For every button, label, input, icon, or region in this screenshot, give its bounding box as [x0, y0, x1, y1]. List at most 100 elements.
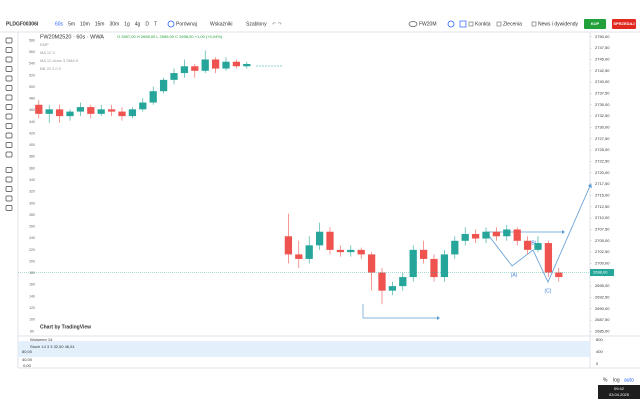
candle-body	[399, 277, 407, 287]
arrow-head	[437, 316, 440, 320]
price-tick-label: 2705,00	[595, 238, 610, 243]
legend-ohlc: O 2697,00 H 2698,00 L 2696,00 C 2698,00 …	[117, 34, 223, 39]
auto[interactable]: auto	[624, 377, 634, 383]
interval[interactable]: 1g	[124, 21, 130, 27]
undo[interactable]: ↶ ↷	[272, 21, 283, 27]
candle-body	[191, 66, 199, 71]
tool-icon[interactable]	[5, 85, 13, 91]
left-tick-label: 500	[29, 85, 35, 89]
candle-body	[378, 272, 386, 291]
sell-button[interactable]	[612, 19, 636, 29]
cloud-icon	[408, 21, 418, 27]
candle-body	[97, 109, 105, 114]
fullscreen-icon[interactable]	[459, 20, 467, 28]
tool-icon[interactable]	[5, 167, 13, 173]
price-tick-label: 2692,50	[595, 295, 610, 300]
tool-icon[interactable]	[5, 75, 13, 82]
candle-body	[367, 254, 376, 273]
left-tick-label: 300	[29, 201, 35, 205]
tab[interactable]: Konkta	[475, 21, 491, 27]
interval[interactable]: D	[145, 21, 149, 27]
tabs: Konkta Zlecenia News i dywidendy	[468, 21, 579, 27]
tool-icon[interactable]	[5, 66, 13, 72]
price-tick-label: 2732,50	[595, 113, 610, 118]
candle-body	[128, 109, 137, 117]
candle-body	[388, 286, 397, 291]
candle-body	[492, 231, 501, 237]
candle-body	[503, 229, 511, 237]
tool-icon[interactable]	[5, 151, 13, 158]
tool-icon[interactable]	[5, 113, 13, 120]
candle-body	[336, 249, 345, 253]
interval[interactable]: 4g	[135, 21, 141, 27]
indicators[interactable]: Wskaźniki	[210, 21, 233, 27]
toolbar	[0, 15, 640, 32]
compare[interactable]: Porównaj	[176, 21, 197, 27]
left-tick-label: 260	[29, 225, 35, 229]
wave-line	[485, 185, 591, 283]
candle-body	[232, 61, 241, 67]
candle-body	[534, 243, 542, 250]
price-tick-label: 2717,50	[595, 181, 610, 186]
tool-icon[interactable]	[5, 123, 13, 129]
symbol[interactable]: PLDGF00306I	[6, 21, 39, 27]
candle-body	[118, 111, 126, 117]
interval[interactable]: 30m	[109, 21, 119, 27]
interval[interactable]: T	[154, 21, 157, 27]
candle-body	[451, 240, 459, 255]
candle-body	[315, 231, 324, 246]
settings-icon[interactable]	[447, 20, 455, 28]
left-tick-label: 80	[30, 329, 34, 333]
left-tick-label: 540	[29, 62, 35, 66]
price-tick-label: 2737,50	[595, 91, 610, 96]
interval[interactable]: 5m	[68, 21, 75, 27]
left-tick-label: 560	[29, 50, 35, 54]
candle-body	[180, 66, 189, 74]
tab[interactable]: News i dywidendy	[538, 21, 579, 27]
log[interactable]: log	[613, 377, 620, 383]
tool-icon[interactable]	[5, 176, 13, 183]
last-price: 2698,00	[593, 270, 608, 275]
candle-body	[35, 104, 43, 114]
tool-icon[interactable]	[5, 195, 13, 202]
left-tick-label: 480	[29, 97, 35, 101]
candle-body	[159, 79, 168, 92]
tool-icon[interactable]	[5, 37, 13, 44]
price-tick-label: 2685,00	[595, 329, 610, 334]
price-tick-label: 2710,00	[595, 215, 610, 220]
tool-icon[interactable]	[5, 205, 13, 211]
buy[interactable]: KUP	[591, 21, 600, 26]
left-tick-label: 440	[29, 120, 35, 124]
candle-body	[139, 102, 147, 110]
candle-body	[66, 111, 74, 117]
left-tick-label: 380	[29, 155, 35, 159]
tool-icon[interactable]	[5, 104, 13, 110]
price-tick-label: 2750,00	[595, 34, 610, 39]
tool-icon[interactable]	[5, 132, 13, 139]
sell[interactable]: SPRZEDAJ	[613, 21, 634, 26]
wave-label: (C)	[545, 288, 552, 294]
buy-button[interactable]	[584, 19, 606, 29]
tool-icon[interactable]	[5, 47, 13, 53]
candle-body	[76, 107, 85, 112]
interval[interactable]: 60s	[55, 21, 64, 27]
candle-body	[284, 236, 293, 255]
tool-icon[interactable]	[5, 186, 13, 192]
instrument[interactable]: FW20M	[419, 21, 437, 27]
candle-body	[211, 59, 220, 69]
left-tick-label: 220	[29, 248, 35, 252]
tool-icon[interactable]	[5, 94, 13, 101]
interval[interactable]: 15m	[95, 21, 105, 27]
tool-icon[interactable]	[5, 56, 13, 63]
tool-icon[interactable]	[5, 142, 13, 148]
interval[interactable]: 10m	[80, 21, 90, 27]
price-tick-label: 2745,00	[595, 57, 610, 62]
stoch-band	[18, 341, 590, 357]
percent[interactable]: %	[603, 377, 608, 383]
tab[interactable]: Zlecenia	[503, 21, 522, 27]
left-tick-label: 240	[29, 236, 35, 240]
price-tick-label: 2727,50	[595, 136, 610, 141]
templates[interactable]: Szablony	[246, 21, 267, 27]
stoch-tick: 40,00	[22, 357, 33, 362]
